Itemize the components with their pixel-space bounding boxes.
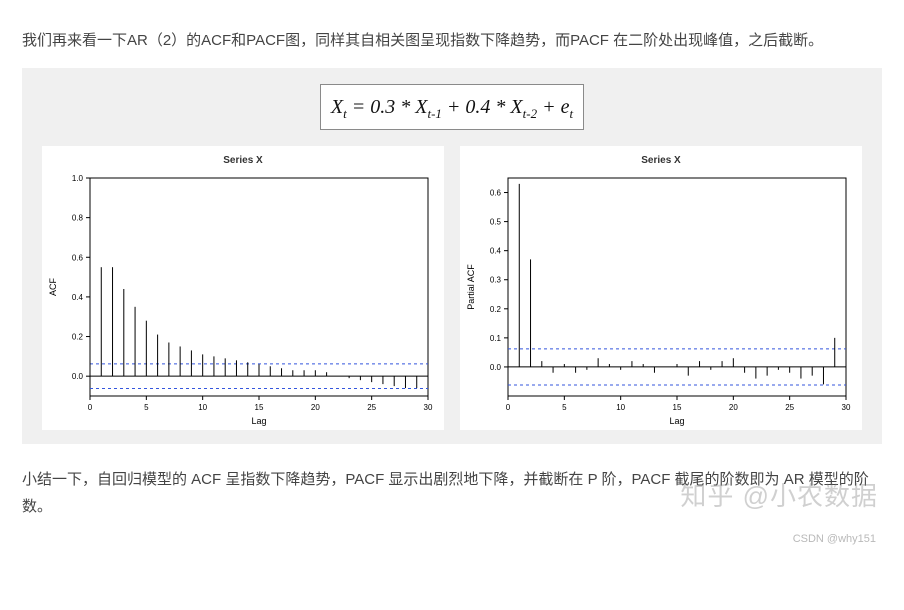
- svg-text:1.0: 1.0: [72, 174, 84, 183]
- svg-text:0.0: 0.0: [72, 373, 84, 382]
- acf-title: Series X: [42, 146, 444, 170]
- csdn-credit: CSDN @why151: [793, 530, 876, 550]
- chart-panels: Series X 0.0 0.2 0.4 0.6 0.8 1.0 0 5 10 15 20 25 30 L…: [42, 146, 862, 430]
- svg-text:0.2: 0.2: [490, 305, 502, 314]
- svg-text:5: 5: [562, 403, 567, 412]
- summary-paragraph: 小结一下，自回归模型的 ACF 呈指数下降趋势，PACF 显示出剧烈地下降，并截…: [22, 466, 882, 520]
- svg-text:25: 25: [367, 403, 376, 412]
- svg-text:30: 30: [842, 403, 851, 412]
- svg-text:Partial ACF: Partial ACF: [466, 264, 476, 310]
- acf-chart: 0.0 0.2 0.4 0.6 0.8 1.0 0 5 10 15 20 25 30 Lag ACF: [42, 170, 440, 430]
- svg-text:ACF: ACF: [48, 278, 58, 297]
- acf-panel: Series X 0.0 0.2 0.4 0.6 0.8 1.0 0 5 10 15 20 25 30 L…: [42, 146, 444, 430]
- svg-text:0.1: 0.1: [490, 334, 502, 343]
- svg-text:0.5: 0.5: [490, 218, 502, 227]
- svg-text:0.2: 0.2: [72, 333, 84, 342]
- svg-text:0.4: 0.4: [490, 247, 502, 256]
- page-root: 我们再来看一下AR（2）的ACF和PACF图，同样其自相关图呈现指数下降趋势，而…: [0, 0, 904, 610]
- svg-text:0: 0: [88, 403, 93, 412]
- intro-paragraph: 我们再来看一下AR（2）的ACF和PACF图，同样其自相关图呈现指数下降趋势，而…: [22, 27, 882, 54]
- svg-text:Lag: Lag: [669, 416, 684, 426]
- pacf-title: Series X: [460, 146, 862, 170]
- svg-text:0.0: 0.0: [490, 363, 502, 372]
- svg-text:0.6: 0.6: [72, 254, 84, 263]
- equation-box: Xt = 0.3 * Xt-1 + 0.4 * Xt-2 + et: [320, 84, 584, 130]
- svg-text:0.4: 0.4: [72, 293, 84, 302]
- pacf-chart: 0.0 0.1 0.2 0.3 0.4 0.5 0.6 0 5 10 15 20 25 30 Lag Part…: [460, 170, 858, 430]
- svg-text:10: 10: [616, 403, 625, 412]
- svg-text:Lag: Lag: [251, 416, 266, 426]
- svg-text:20: 20: [311, 403, 320, 412]
- svg-text:10: 10: [198, 403, 207, 412]
- svg-text:0: 0: [506, 403, 511, 412]
- svg-text:25: 25: [785, 403, 794, 412]
- svg-text:0.8: 0.8: [72, 214, 84, 223]
- svg-text:0.3: 0.3: [490, 276, 502, 285]
- pacf-panel: Series X 0.0 0.1 0.2 0.3 0.4 0.5 0.6 0 5 10 15 20 25…: [460, 146, 862, 430]
- svg-text:15: 15: [673, 403, 682, 412]
- equation-container: Xt = 0.3 * Xt-1 + 0.4 * Xt-2 + et: [42, 84, 862, 130]
- svg-text:20: 20: [729, 403, 738, 412]
- svg-text:30: 30: [424, 403, 433, 412]
- svg-text:5: 5: [144, 403, 149, 412]
- svg-text:15: 15: [255, 403, 264, 412]
- svg-text:0.6: 0.6: [490, 189, 502, 198]
- figure-block: Xt = 0.3 * Xt-1 + 0.4 * Xt-2 + et Series…: [22, 68, 882, 444]
